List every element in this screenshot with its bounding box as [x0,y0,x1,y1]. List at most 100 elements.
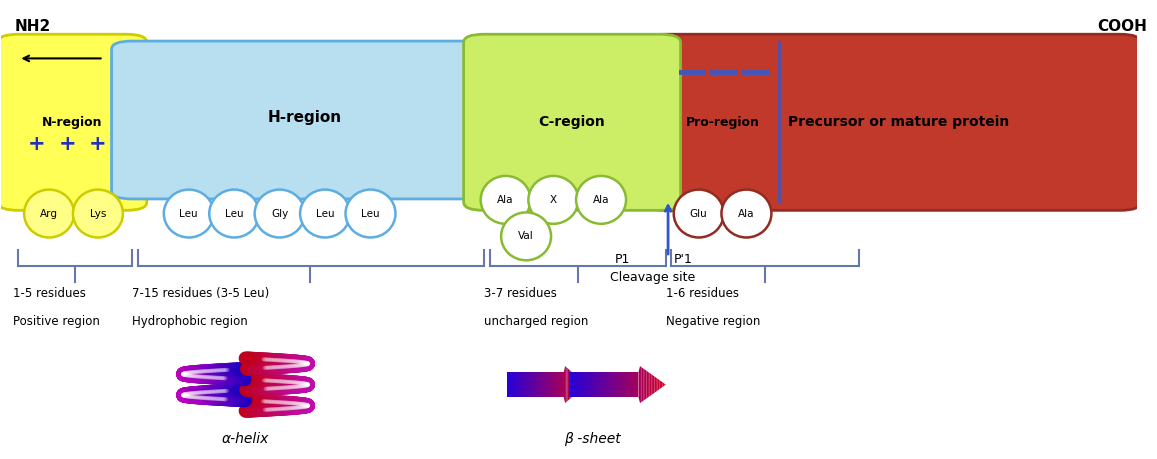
Polygon shape [650,373,651,396]
Polygon shape [522,372,523,397]
Polygon shape [524,372,525,397]
Polygon shape [559,372,560,397]
Polygon shape [509,372,510,397]
Text: 1-5 residues: 1-5 residues [13,286,86,300]
Polygon shape [565,366,567,403]
Polygon shape [507,372,508,397]
Text: +: + [89,134,106,154]
Text: α-helix: α-helix [222,432,270,446]
Polygon shape [632,372,634,397]
Text: uncharged region: uncharged region [484,315,589,328]
Text: P1: P1 [616,252,631,266]
Polygon shape [535,372,536,397]
Polygon shape [551,372,552,397]
Polygon shape [517,372,518,397]
Polygon shape [567,367,568,402]
Polygon shape [663,382,664,387]
Polygon shape [523,372,524,397]
Text: Positive region: Positive region [13,315,100,328]
Polygon shape [554,372,555,397]
Polygon shape [577,376,578,393]
Polygon shape [622,372,624,397]
Polygon shape [585,372,587,397]
Polygon shape [661,381,663,388]
Polygon shape [529,372,531,397]
Polygon shape [648,372,650,397]
Polygon shape [664,383,665,386]
Text: Val: Val [518,231,535,241]
FancyBboxPatch shape [111,41,499,199]
Ellipse shape [255,190,304,237]
Polygon shape [533,372,535,397]
Text: Ala: Ala [738,208,754,218]
Polygon shape [599,372,602,397]
Polygon shape [587,372,589,397]
Polygon shape [655,376,656,393]
Polygon shape [602,372,603,397]
Polygon shape [573,372,574,397]
Polygon shape [621,372,622,397]
Ellipse shape [164,190,214,237]
Polygon shape [525,372,526,397]
Polygon shape [561,372,562,397]
Polygon shape [580,379,581,391]
Text: P'1: P'1 [673,252,692,266]
Polygon shape [577,372,578,397]
Text: 7-15 residues (3-5 Leu): 7-15 residues (3-5 Leu) [132,286,270,300]
FancyBboxPatch shape [0,34,147,210]
Polygon shape [578,372,581,397]
Polygon shape [651,374,653,395]
Polygon shape [569,372,570,397]
Polygon shape [562,372,563,397]
Polygon shape [515,372,516,397]
Polygon shape [539,372,540,397]
Text: +: + [59,134,76,154]
Text: Lys: Lys [90,208,106,218]
Polygon shape [578,378,580,392]
Text: COOH: COOH [1097,19,1148,34]
Polygon shape [536,372,537,397]
Polygon shape [555,372,558,397]
Polygon shape [552,372,553,397]
Ellipse shape [300,190,351,237]
Polygon shape [581,380,582,389]
Polygon shape [585,383,587,386]
Polygon shape [531,372,532,397]
Polygon shape [627,372,628,397]
Polygon shape [640,366,642,403]
Polygon shape [619,372,621,397]
Polygon shape [510,372,513,397]
Polygon shape [550,372,551,397]
Text: Leu: Leu [316,208,334,218]
Text: Negative region: Negative region [665,315,760,328]
Text: Arg: Arg [40,208,58,218]
Polygon shape [540,372,541,397]
Polygon shape [598,372,599,397]
Ellipse shape [576,176,626,224]
Text: Cleavage site: Cleavage site [610,271,695,284]
Polygon shape [643,369,644,401]
Polygon shape [563,366,565,403]
Polygon shape [605,372,606,397]
Polygon shape [647,371,648,398]
Polygon shape [634,372,635,397]
Polygon shape [590,372,591,397]
Polygon shape [610,372,611,397]
Polygon shape [541,372,543,397]
Polygon shape [526,372,528,397]
Polygon shape [553,372,554,397]
Ellipse shape [209,190,259,237]
Polygon shape [532,372,533,397]
Text: C-region: C-region [538,115,605,129]
Polygon shape [537,372,539,397]
Text: +: + [28,134,45,154]
Polygon shape [576,375,577,394]
Polygon shape [624,372,626,397]
Text: NH2: NH2 [15,19,51,34]
Text: Leu: Leu [179,208,198,218]
Polygon shape [513,372,514,397]
Polygon shape [574,374,576,395]
Polygon shape [583,382,585,387]
Polygon shape [558,372,559,397]
Polygon shape [528,372,529,397]
